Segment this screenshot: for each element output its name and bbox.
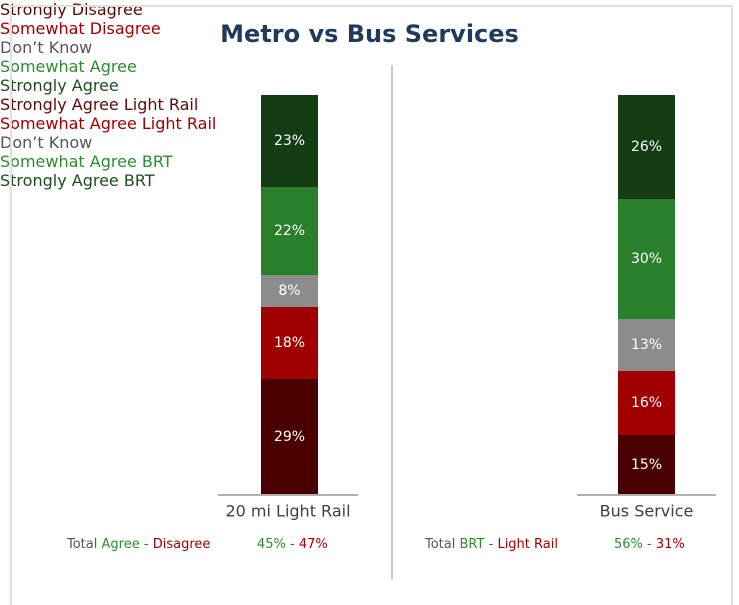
segment-label: Don’t Know <box>0 133 93 152</box>
segment-label: Don’t Know <box>0 38 93 57</box>
separator: - <box>647 537 652 552</box>
bar-segment <box>618 435 675 495</box>
segment-label: Somewhat Disagree <box>0 19 161 38</box>
value-label: 8% <box>278 283 300 299</box>
totals-row: Total BRT - Light Rail <box>425 537 558 552</box>
segment-label: Strongly Agree BRT <box>0 171 155 190</box>
segment-label: Somewhat Agree <box>0 57 137 76</box>
value-label: 22% <box>274 223 305 239</box>
value-label: 29% <box>274 429 305 445</box>
totals-row: Total Agree - Disagree <box>67 537 210 552</box>
disagree-total: 47% <box>298 537 328 552</box>
x-axis-label: Bus Service <box>600 502 694 521</box>
bar-segment <box>261 307 318 379</box>
value-label: 13% <box>631 337 662 353</box>
separator: - <box>143 537 149 552</box>
segment-label: Strongly Agree Light Rail <box>0 95 199 114</box>
bar-segment <box>261 275 318 307</box>
disagree-total: 31% <box>655 537 685 552</box>
segment-label: Somewhat Agree Light Rail <box>0 114 217 133</box>
value-label: 15% <box>631 457 662 473</box>
bar-segment <box>618 95 675 199</box>
agree-label: Agree <box>101 537 140 552</box>
segment-label: Strongly Agree <box>0 76 119 95</box>
separator: - <box>290 537 295 552</box>
agree-total: 45% <box>257 537 286 552</box>
value-label: 26% <box>631 139 662 155</box>
bar-segment <box>261 187 318 275</box>
bar-segment <box>618 371 675 435</box>
disagree-label: Disagree <box>152 537 211 552</box>
x-axis-label: 20 mi Light Rail <box>225 502 350 521</box>
totals-values: 56% - 31% <box>614 537 685 552</box>
chart-title: Metro vs Bus Services <box>220 20 519 48</box>
agree-label: BRT <box>459 537 485 552</box>
value-label: 18% <box>274 335 305 351</box>
segment-label: Strongly Disagree <box>0 0 143 19</box>
agree-total: 56% <box>614 537 643 552</box>
separator: - <box>488 537 494 552</box>
bar-segment <box>261 95 318 187</box>
totals-label: Total <box>425 537 456 552</box>
bar-segment <box>618 319 675 371</box>
value-label: 30% <box>631 251 662 267</box>
bar-segment <box>618 199 675 319</box>
totals-values: 45% - 47% <box>257 537 328 552</box>
value-label: 16% <box>631 395 662 411</box>
bar-segment <box>261 379 318 495</box>
frame <box>10 5 733 605</box>
value-label: 23% <box>274 133 305 149</box>
segment-label: Somewhat Agree BRT <box>0 152 173 171</box>
totals-label: Total <box>67 537 98 552</box>
disagree-label: Light Rail <box>497 537 558 552</box>
